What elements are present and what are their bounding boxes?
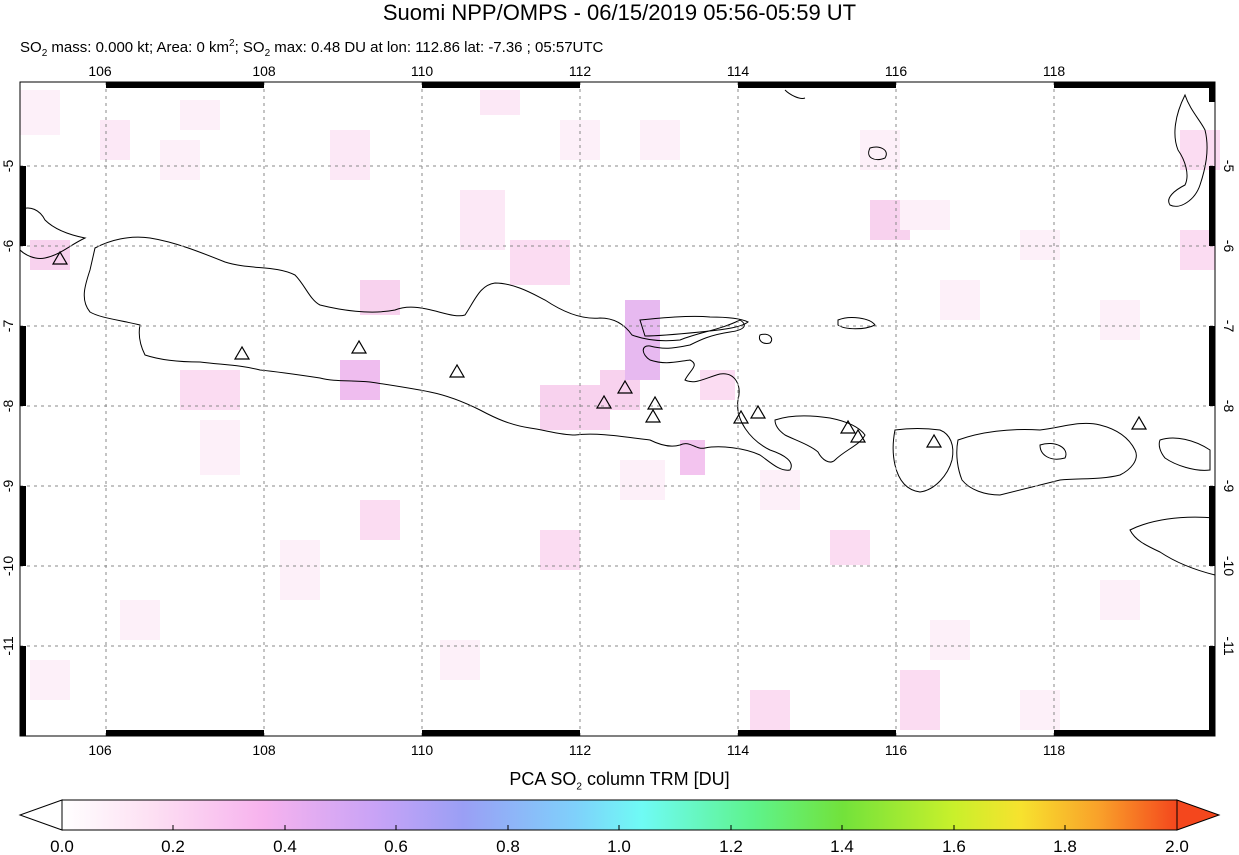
nusa-small-3 — [1039, 443, 1067, 460]
triangle-icon — [616, 379, 634, 394]
svg-text:118: 118 — [1043, 742, 1066, 758]
svg-text:116: 116 — [885, 63, 908, 79]
svg-text:108: 108 — [252, 63, 276, 79]
colorbar-low-arrow — [18, 799, 63, 831]
map-title: Suomi NPP/OMPS - 06/15/2019 05:56-05:59 … — [382, 0, 857, 25]
svg-text:0.0: 0.0 — [50, 837, 74, 855]
triangle-icon — [233, 345, 251, 360]
svg-text:0.8: 0.8 — [496, 837, 520, 855]
triangle-icon — [732, 409, 750, 424]
svg-text:108: 108 — [252, 742, 276, 758]
svg-text:112: 112 — [569, 63, 592, 79]
nusa-small-2 — [868, 146, 887, 161]
sumba-island — [1129, 516, 1216, 576]
svg-text:0.4: 0.4 — [273, 837, 297, 855]
borneo-coast — [784, 89, 806, 99]
lat-labels-left: -5 -6 -7 -8 -9 -10 -11 — [0, 160, 16, 656]
triangle-icon — [646, 395, 664, 410]
svg-text:106: 106 — [88, 63, 112, 79]
svg-text:-9: -9 — [0, 480, 16, 493]
triangle-icon — [51, 250, 69, 265]
svg-text:114: 114 — [727, 63, 750, 79]
svg-text:0.6: 0.6 — [384, 837, 408, 855]
java-island — [83, 236, 792, 471]
nusa-small-4 — [759, 333, 773, 344]
svg-text:114: 114 — [727, 742, 750, 758]
svg-text:-11: -11 — [0, 636, 16, 655]
sumbawa-island — [956, 422, 1137, 496]
lon-labels-top: 106 108 110 112 114 116 118 — [88, 63, 1065, 79]
sumatra-tip — [19, 207, 87, 259]
volcano-markers — [51, 250, 1148, 448]
svg-text:110: 110 — [411, 63, 434, 79]
coastlines — [19, 89, 1216, 576]
svg-text:1.6: 1.6 — [942, 837, 966, 855]
svg-text:-6: -6 — [0, 240, 16, 253]
svg-text:-5: -5 — [1221, 160, 1237, 173]
svg-text:112: 112 — [569, 742, 592, 758]
svg-text:2.0: 2.0 — [1165, 837, 1189, 855]
lombok-island — [892, 428, 954, 493]
map-subtitle: SO2 mass: 0.000 kt; Area: 0 km2; SO2 max… — [20, 38, 604, 59]
svg-text:1.2: 1.2 — [719, 837, 743, 855]
svg-text:106: 106 — [88, 742, 112, 758]
svg-text:-8: -8 — [1221, 400, 1237, 413]
triangle-icon — [350, 339, 368, 354]
nusa-small-5 — [1158, 437, 1211, 471]
lon-labels-bottom: 106 108 110 112 114 116 118 — [88, 742, 1065, 758]
svg-text:-10: -10 — [1221, 556, 1237, 576]
gridlines — [20, 82, 1215, 736]
triangle-icon — [448, 363, 466, 378]
so2-field — [20, 90, 1220, 730]
lat-labels-right: -5 -6 -7 -8 -9 -10 -11 — [1221, 160, 1237, 656]
colorbar-high-arrow — [1176, 799, 1221, 831]
svg-text:118: 118 — [1043, 63, 1066, 79]
svg-text:-7: -7 — [0, 320, 16, 333]
colorbar-title: PCA SO2 column TRM [DU] — [509, 769, 730, 793]
svg-text:110: 110 — [411, 742, 434, 758]
triangle-icon — [595, 394, 613, 409]
svg-text:1.0: 1.0 — [607, 837, 631, 855]
colorbar-tick-labels: 0.0 0.2 0.4 0.6 0.8 1.0 1.2 1.4 1.6 1.8 … — [50, 837, 1189, 855]
sulawesi-coast — [1168, 93, 1208, 207]
svg-text:1.4: 1.4 — [830, 837, 854, 855]
map-frame — [19, 81, 1216, 737]
triangle-icon — [925, 433, 943, 448]
triangle-icon — [849, 428, 867, 443]
madura-island — [639, 315, 749, 337]
svg-text:116: 116 — [885, 742, 908, 758]
svg-text:-5: -5 — [0, 160, 16, 173]
colorbar: 0.0 0.2 0.4 0.6 0.8 1.0 1.2 1.4 1.6 1.8 … — [18, 799, 1221, 855]
svg-text:-11: -11 — [1221, 636, 1237, 655]
svg-text:-6: -6 — [1221, 240, 1237, 253]
triangle-icon — [1130, 415, 1148, 430]
svg-text:-7: -7 — [1221, 320, 1237, 333]
bali-island — [774, 415, 866, 463]
triangle-icon — [749, 404, 767, 419]
svg-text:1.8: 1.8 — [1053, 837, 1077, 855]
svg-text:-8: -8 — [0, 400, 16, 413]
svg-text:-9: -9 — [1221, 480, 1237, 493]
triangle-icon — [644, 408, 662, 423]
svg-text:-10: -10 — [0, 556, 16, 576]
svg-text:0.2: 0.2 — [161, 837, 185, 855]
triangle-icon — [839, 419, 857, 434]
nusa-small-1 — [837, 317, 876, 330]
